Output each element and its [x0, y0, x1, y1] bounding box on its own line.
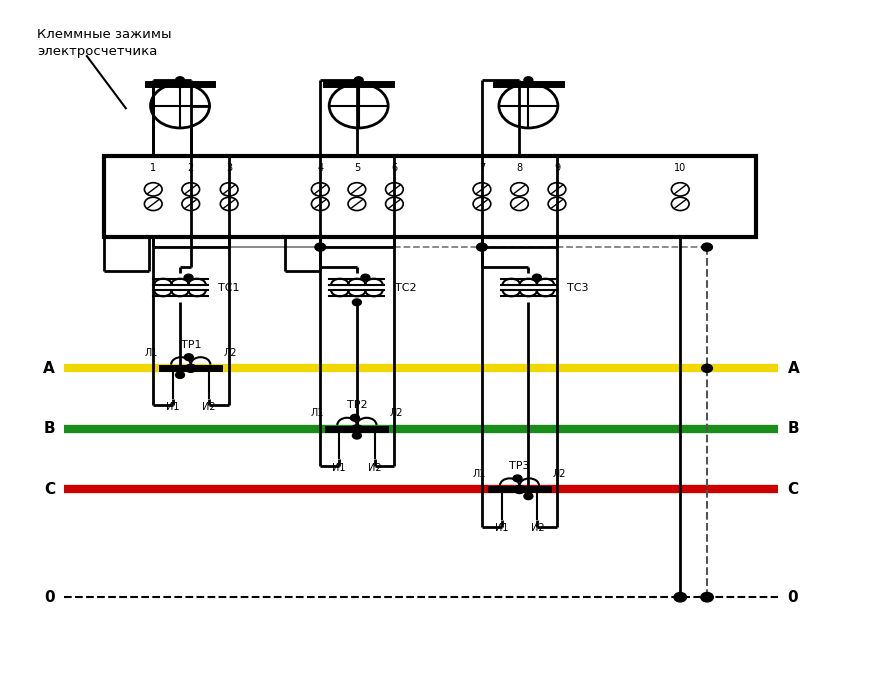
- Circle shape: [702, 364, 712, 372]
- Text: Л2: Л2: [224, 347, 237, 358]
- Text: B: B: [43, 421, 55, 437]
- Text: 0: 0: [788, 589, 798, 605]
- Circle shape: [701, 592, 713, 602]
- Text: C: C: [788, 482, 798, 497]
- Circle shape: [513, 475, 522, 482]
- Text: 4: 4: [317, 163, 323, 173]
- Text: Л2: Л2: [390, 408, 403, 418]
- Text: ТС3: ТС3: [566, 283, 588, 293]
- Text: И1: И1: [495, 523, 508, 533]
- Text: A: A: [788, 361, 799, 376]
- Circle shape: [314, 243, 325, 251]
- Text: И2: И2: [530, 523, 544, 533]
- Circle shape: [674, 592, 686, 602]
- Circle shape: [350, 414, 359, 421]
- Text: И1: И1: [166, 402, 179, 412]
- Text: 7: 7: [478, 163, 485, 173]
- Text: A: A: [43, 361, 55, 376]
- Text: И2: И2: [368, 462, 382, 473]
- Circle shape: [524, 493, 533, 500]
- Text: 8: 8: [516, 163, 522, 173]
- Bar: [104, 156, 756, 237]
- Circle shape: [184, 274, 193, 281]
- Circle shape: [361, 274, 370, 281]
- Circle shape: [514, 485, 525, 493]
- Text: ТР1: ТР1: [180, 340, 201, 349]
- Text: ТР3: ТР3: [509, 461, 530, 471]
- Text: Л1: Л1: [144, 347, 158, 358]
- Text: Л1: Л1: [473, 468, 487, 479]
- Circle shape: [175, 80, 185, 88]
- Circle shape: [176, 77, 185, 84]
- Text: 2: 2: [187, 163, 194, 173]
- Circle shape: [702, 243, 712, 251]
- Circle shape: [176, 372, 185, 379]
- Circle shape: [351, 425, 362, 433]
- Text: Клеммные зажимы
электросчетчика: Клеммные зажимы электросчетчика: [37, 28, 172, 58]
- Circle shape: [354, 77, 363, 84]
- Text: 10: 10: [674, 163, 686, 173]
- Circle shape: [524, 77, 533, 84]
- Text: 5: 5: [354, 163, 360, 173]
- Text: Л2: Л2: [553, 468, 566, 479]
- Text: C: C: [44, 482, 55, 497]
- Text: Л1: Л1: [311, 408, 323, 418]
- Text: B: B: [788, 421, 799, 437]
- Text: ТР2: ТР2: [347, 400, 367, 410]
- Text: ТС1: ТС1: [219, 283, 240, 293]
- Circle shape: [185, 364, 196, 372]
- Text: 1: 1: [151, 163, 156, 173]
- Text: ТС2: ТС2: [395, 283, 417, 293]
- Text: И2: И2: [202, 402, 215, 412]
- Text: И1: И1: [332, 462, 346, 473]
- Circle shape: [477, 243, 487, 251]
- Circle shape: [352, 432, 361, 439]
- Text: 6: 6: [392, 163, 398, 173]
- Text: 9: 9: [554, 163, 560, 173]
- Text: 0: 0: [45, 589, 55, 605]
- Circle shape: [352, 299, 361, 306]
- Circle shape: [532, 274, 541, 281]
- Circle shape: [185, 354, 194, 360]
- Text: 3: 3: [226, 163, 232, 173]
